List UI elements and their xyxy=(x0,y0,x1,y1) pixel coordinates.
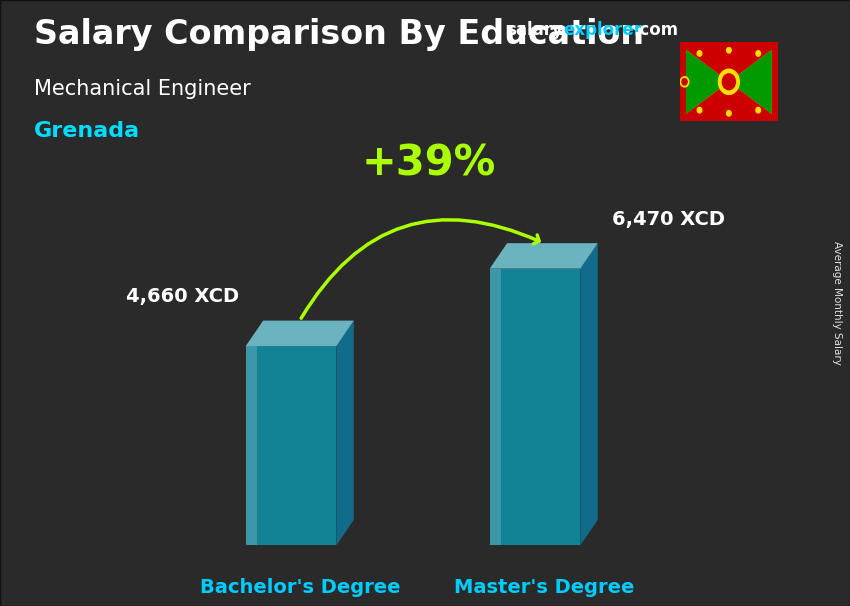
Polygon shape xyxy=(490,268,581,545)
Text: Master's Degree: Master's Degree xyxy=(454,578,634,597)
Text: +39%: +39% xyxy=(361,142,496,184)
Circle shape xyxy=(722,74,735,90)
Text: salary: salary xyxy=(506,21,563,39)
Text: Salary Comparison By Education: Salary Comparison By Education xyxy=(34,18,644,51)
Polygon shape xyxy=(686,50,772,82)
Polygon shape xyxy=(246,346,337,545)
Text: .com: .com xyxy=(633,21,678,39)
Text: 6,470 XCD: 6,470 XCD xyxy=(612,210,725,228)
Polygon shape xyxy=(490,268,501,545)
Circle shape xyxy=(756,51,761,56)
Text: Bachelor's Degree: Bachelor's Degree xyxy=(200,578,400,597)
Circle shape xyxy=(727,110,731,116)
Circle shape xyxy=(697,107,702,113)
Polygon shape xyxy=(686,82,772,114)
Polygon shape xyxy=(337,321,354,545)
Polygon shape xyxy=(686,50,728,114)
Polygon shape xyxy=(246,346,257,545)
Text: 4,660 XCD: 4,660 XCD xyxy=(126,287,239,306)
Polygon shape xyxy=(680,42,778,121)
Polygon shape xyxy=(728,50,772,114)
Polygon shape xyxy=(246,321,354,346)
Polygon shape xyxy=(581,243,598,545)
Circle shape xyxy=(682,79,687,85)
Circle shape xyxy=(680,77,688,87)
Polygon shape xyxy=(686,50,772,114)
Text: Mechanical Engineer: Mechanical Engineer xyxy=(34,79,251,99)
Circle shape xyxy=(718,69,740,95)
Polygon shape xyxy=(490,243,598,268)
Text: explorer: explorer xyxy=(564,21,643,39)
Circle shape xyxy=(727,47,731,53)
Text: Average Monthly Salary: Average Monthly Salary xyxy=(832,241,842,365)
Circle shape xyxy=(697,51,702,56)
Text: Grenada: Grenada xyxy=(34,121,140,141)
Circle shape xyxy=(756,107,761,113)
